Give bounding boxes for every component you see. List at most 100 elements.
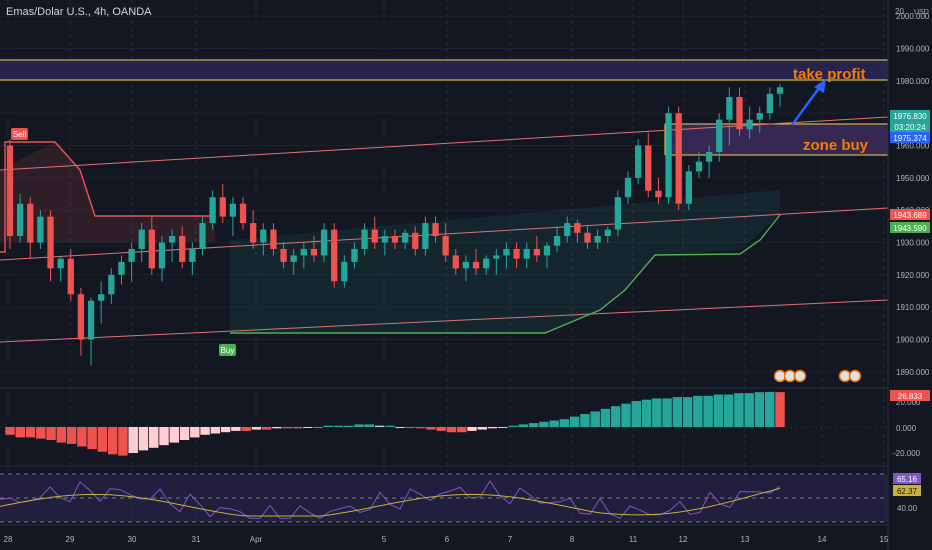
candle-body — [594, 236, 601, 243]
candle — [16, 194, 24, 243]
ema-red-label: 1943.689 — [893, 211, 927, 220]
macd-bar — [713, 394, 724, 427]
rsi-tick: 40.00 — [897, 504, 918, 513]
candle — [168, 229, 176, 262]
candle — [746, 106, 753, 140]
event-icons[interactable] — [773, 369, 862, 383]
rsi-value-badge — [893, 473, 921, 484]
macd-bar — [385, 425, 395, 427]
candle — [209, 190, 216, 230]
candle — [695, 151, 703, 178]
candle — [300, 242, 307, 269]
macd-bar — [231, 427, 241, 431]
candle — [250, 210, 257, 249]
macd-bar — [477, 427, 487, 430]
candle — [503, 242, 510, 269]
candle — [401, 229, 409, 249]
candle — [199, 216, 206, 256]
candles — [6, 84, 784, 366]
macd-value-badge — [890, 390, 930, 401]
time-tick-label: 31 — [192, 535, 201, 544]
macd-bar — [323, 425, 333, 427]
candle-body — [47, 216, 54, 269]
candle — [87, 297, 95, 366]
candle-body — [158, 242, 166, 269]
candle-body — [108, 274, 115, 295]
us-flag-icon[interactable] — [793, 369, 807, 383]
candle-body — [310, 248, 318, 256]
candle — [736, 87, 743, 136]
time-axis-ticks[interactable]: 28 29 30 31 Apr 5 6 7 8 11 12 13 14 15 — [4, 535, 889, 544]
candle-body — [452, 255, 459, 269]
candle — [483, 255, 490, 275]
macd-bar — [261, 427, 272, 430]
candle-body — [695, 161, 703, 172]
candle — [361, 223, 368, 256]
candle — [604, 226, 611, 243]
macd-bar — [600, 408, 611, 427]
macd-bar — [590, 411, 600, 427]
macd-bar — [765, 391, 775, 427]
macd-bar — [25, 427, 36, 438]
candle-body — [118, 261, 125, 275]
macd-bar — [107, 427, 118, 455]
candle-body — [655, 190, 662, 198]
candle — [432, 216, 439, 243]
macd-bar — [446, 427, 457, 433]
macd-bar — [693, 395, 703, 427]
macd-histogram — [5, 391, 785, 456]
candle-body — [716, 119, 723, 152]
supertrend-green-line — [230, 214, 781, 334]
price-axis-panel[interactable] — [888, 0, 932, 550]
macd-bar — [754, 392, 765, 427]
price-tick-label: 1920.000 — [896, 271, 930, 280]
candle-body — [189, 248, 196, 262]
candle-body — [412, 232, 419, 249]
macd-bar — [631, 401, 641, 427]
us-flag-icon[interactable] — [848, 369, 862, 383]
macd-bar — [292, 427, 303, 429]
time-tick-label: 7 — [508, 535, 513, 544]
macd-bar — [528, 423, 539, 427]
candle — [614, 190, 622, 237]
candle — [239, 197, 247, 230]
candle-body — [533, 248, 540, 256]
candle — [108, 268, 115, 304]
macd-bar — [128, 427, 138, 453]
macd-bar — [744, 393, 754, 427]
candle — [341, 255, 348, 288]
macd-bar — [5, 427, 15, 435]
candle-body — [614, 197, 622, 230]
candle-body — [604, 229, 611, 237]
ema-red-badge — [890, 209, 930, 220]
macd-bar — [36, 427, 46, 439]
macd-bar — [200, 427, 210, 435]
candle-body — [219, 197, 226, 217]
price-tick-label: 1990.000 — [896, 45, 930, 54]
buy-tag[interactable]: Buy — [219, 344, 236, 356]
candle-body — [543, 245, 551, 256]
candle — [493, 248, 500, 275]
macd-bar — [641, 399, 652, 427]
candle — [655, 177, 662, 204]
macd-bar — [652, 398, 662, 427]
candle-body — [503, 248, 510, 256]
price-axis-top-label: 20 — [895, 7, 904, 16]
candle — [67, 248, 74, 301]
macd-bar — [354, 424, 364, 427]
candle — [148, 216, 155, 275]
sell-tag[interactable]: Sell — [11, 128, 28, 140]
arrow-head-icon — [814, 79, 826, 93]
macd-bar — [333, 425, 344, 427]
candle-body — [199, 223, 206, 249]
time-tick-label: 29 — [66, 535, 75, 544]
candle-body — [27, 203, 34, 243]
buy-tag-label: Buy — [221, 346, 235, 355]
macd-bar — [190, 427, 200, 438]
candle-body — [209, 197, 216, 224]
candle — [452, 248, 459, 275]
macd-bar — [580, 414, 590, 427]
candle — [645, 132, 652, 198]
time-tick-label: 28 — [4, 535, 13, 544]
